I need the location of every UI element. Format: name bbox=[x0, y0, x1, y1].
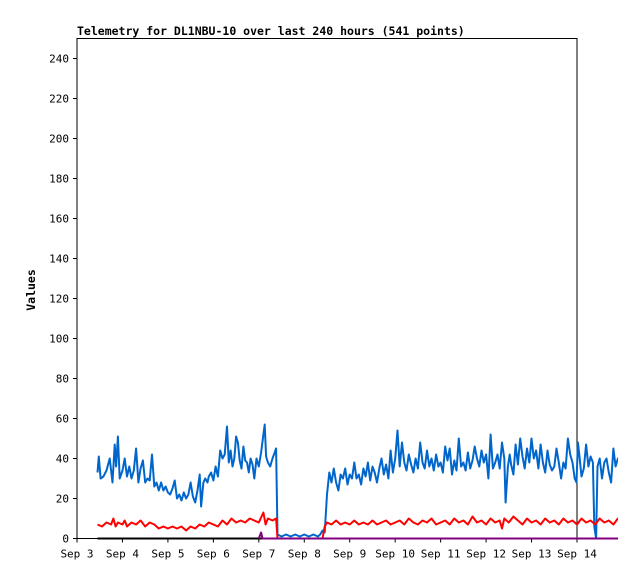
x-tick-label: Sep 5 bbox=[151, 548, 184, 561]
x-tick-label: Sep 4 bbox=[106, 548, 139, 561]
series-line-2 bbox=[97, 511, 618, 540]
y-axis-label: Values bbox=[24, 269, 38, 311]
y-tick-label: 20 bbox=[56, 493, 69, 506]
y-tick-label: 140 bbox=[49, 253, 69, 266]
x-tick-label: Sep 6 bbox=[197, 548, 230, 561]
series-layer bbox=[96, 423, 618, 540]
y-tick-label: 120 bbox=[49, 293, 69, 306]
plot-frame bbox=[76, 38, 578, 539]
y-tick-label: 60 bbox=[56, 413, 69, 426]
x-tick-label: Sep 13 bbox=[512, 548, 552, 561]
x-tick-label: Sep 8 bbox=[288, 548, 321, 561]
y-tick-label: 160 bbox=[49, 213, 69, 226]
x-tick-label: Sep 11 bbox=[421, 548, 461, 561]
x-axis: Sep 3 Sep 4 Sep 5 Sep 6 Sep 7 Sep 8 Sep 9 Sep 1… bbox=[60, 538, 597, 561]
chart-title: Telemetry for DL1NBU-10 over last 240 ho… bbox=[77, 24, 465, 38]
series-line-4 bbox=[257, 531, 618, 540]
x-tick-label: Sep 12 bbox=[466, 548, 506, 561]
x-tick-label: Sep 14 bbox=[557, 548, 597, 561]
y-axis: 0 20 40 60 80 100 120 140 160 180 200 220 240 bbox=[49, 53, 77, 546]
y-tick-label: 180 bbox=[49, 173, 69, 186]
x-tick-label: Sep 3 bbox=[60, 548, 93, 561]
x-tick-label: Sep 10 bbox=[375, 548, 415, 561]
y-tick-label: 200 bbox=[49, 133, 69, 146]
y-tick-label: 80 bbox=[56, 373, 69, 386]
series-line-1 bbox=[96, 423, 618, 540]
y-tick-label: 100 bbox=[49, 333, 69, 346]
x-tick-label: Sep 9 bbox=[333, 548, 366, 561]
y-tick-label: 240 bbox=[49, 53, 69, 66]
y-tick-label: 0 bbox=[62, 533, 69, 546]
x-tick-label: Sep 7 bbox=[242, 548, 275, 561]
y-tick-label: 220 bbox=[49, 93, 69, 106]
y-tick-label: 40 bbox=[56, 453, 69, 466]
